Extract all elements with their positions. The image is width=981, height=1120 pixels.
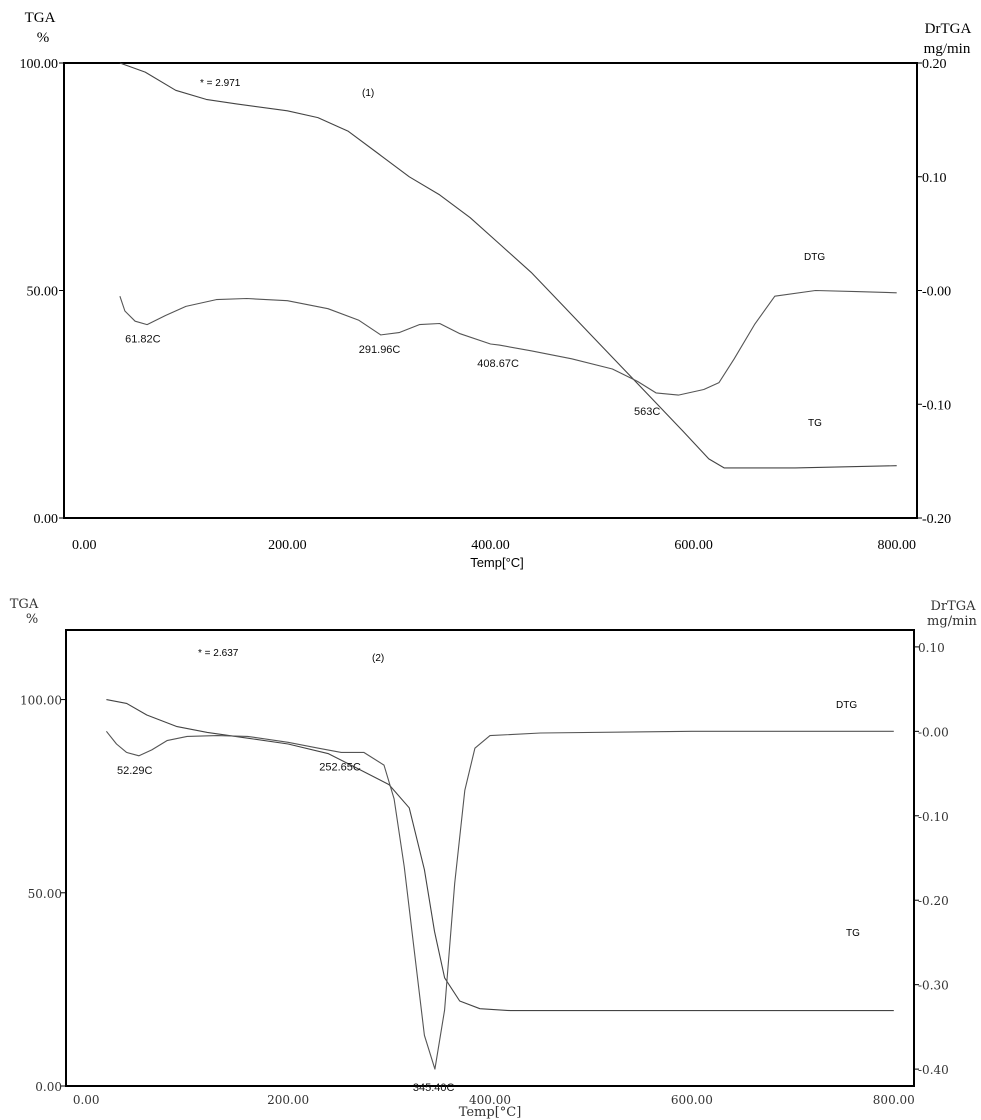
x-axis-title-1: Temp[°C] — [470, 555, 524, 570]
x-axis-title-2: Temp[°C] — [459, 1105, 522, 1120]
x-tick-label: 600.00 — [674, 538, 713, 553]
series-label-tg-1: TG — [808, 418, 822, 429]
x-tick-label: 800.00 — [873, 1093, 915, 1107]
asterisk-note-1: * = 2.971 — [200, 78, 241, 89]
series-dtg-line — [105, 730, 894, 1070]
left-tick-label: 100.00 — [20, 694, 62, 708]
plot-layer-1: 0.00 200.00 400.00 600.00 800.00 0.00 50.00 100… — [20, 57, 952, 553]
peak-annotation: 291.96C — [359, 344, 401, 356]
series-label-dtg-1: DTG — [804, 252, 825, 263]
right-axis-title-2: DrTGA — [930, 599, 976, 614]
left-axis-unit-1: % — [37, 30, 50, 46]
left-axis-title-2: TGA — [10, 597, 39, 612]
left-tick-label: 50.00 — [27, 285, 59, 300]
peak-annotation: 61.82C — [125, 334, 161, 346]
series-tg-line — [119, 62, 897, 469]
right-tick-label: 0.20 — [922, 57, 947, 72]
right-tick-label: -0.20 — [918, 894, 949, 908]
right-tick-label: 0.10 — [918, 641, 945, 655]
x-tick-label: 200.00 — [268, 538, 307, 553]
peak-annotation: 408.67C — [477, 358, 519, 370]
plot-frame-2 — [65, 629, 915, 1087]
right-axis-unit-2: mg/min — [927, 614, 978, 629]
right-tick-label: 0.10 — [922, 171, 947, 186]
right-tick-label: -0.20 — [922, 512, 951, 527]
plot-frame-1 — [63, 62, 918, 519]
x-tick-label: 800.00 — [877, 538, 916, 553]
series-label-dtg-2: DTG — [836, 700, 857, 711]
peak-annotation: 345.40C — [413, 1082, 455, 1094]
plot-layer-2: 0.00 200.00 400.00 600.00 800.00 0.00 50.00 100… — [20, 641, 949, 1107]
right-axis-title-1: DrTGA — [925, 21, 972, 37]
right-tick-label: -0.40 — [918, 1063, 949, 1077]
peak-annotation: 563C — [634, 406, 660, 418]
x-tick-label: 0.00 — [72, 538, 97, 553]
right-tick-label: -0.10 — [922, 398, 951, 413]
right-tick-label: -0.30 — [918, 979, 949, 993]
chart-panel-1: TGA % DrTGA mg/min Temp[°C] * = 2.971 (1… — [20, 10, 972, 570]
right-axis-unit-1: mg/min — [924, 41, 971, 57]
x-tick-label: 0.00 — [73, 1093, 100, 1107]
right-tick-label: -0.00 — [922, 285, 951, 300]
peak-annotation: 52.29C — [117, 765, 153, 777]
right-tick-label: -0.00 — [918, 725, 949, 739]
x-tick-label: 200.00 — [267, 1093, 309, 1107]
left-tick-label: 50.00 — [28, 887, 62, 901]
panel-label-1: (1) — [362, 88, 374, 99]
series-tg-line — [106, 699, 894, 1012]
peak-annotation: 252.65C — [319, 761, 361, 773]
left-axis-title-1: TGA — [25, 10, 56, 26]
right-tick-label: -0.10 — [918, 810, 949, 824]
x-tick-label: 600.00 — [671, 1093, 713, 1107]
left-tick-label: 0.00 — [34, 512, 59, 527]
left-tick-label: 0.00 — [35, 1080, 62, 1094]
x-tick-label: 400.00 — [469, 1093, 511, 1107]
x-tick-label: 400.00 — [471, 538, 510, 553]
asterisk-note-2: * = 2.637 — [198, 648, 239, 659]
chart-panel-2: TGA % DrTGA mg/min Temp[°C] * = 2.637 (2… — [10, 597, 978, 1120]
series-label-tg-2: TG — [846, 928, 860, 939]
left-axis-unit-2: % — [26, 612, 38, 627]
left-tick-label: 100.00 — [20, 57, 59, 72]
panel-label-2: (2) — [372, 653, 384, 664]
series-dtg-line — [119, 289, 897, 396]
